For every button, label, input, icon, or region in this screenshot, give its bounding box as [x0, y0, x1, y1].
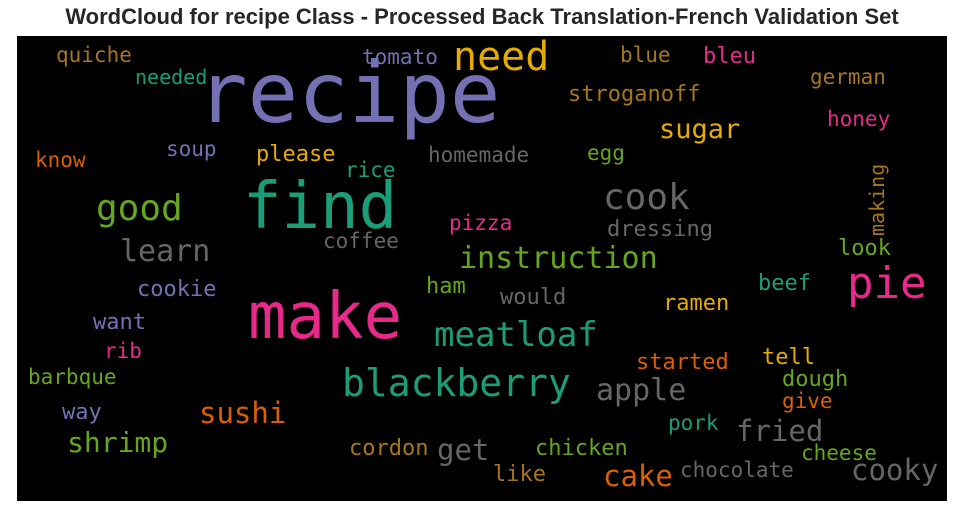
word-german: german: [810, 65, 886, 89]
word-dough: dough: [782, 367, 848, 392]
word-chocolate: chocolate: [680, 458, 794, 482]
word-coffee: coffee: [323, 229, 399, 253]
word-instruction: instruction: [459, 241, 658, 276]
word-sushi: sushi: [199, 396, 286, 430]
word-sugar: sugar: [659, 114, 740, 145]
word-blackberry: blackberry: [342, 361, 571, 405]
word-like: like: [493, 462, 546, 487]
word-egg: egg: [587, 141, 625, 165]
word-cook: cook: [603, 177, 690, 218]
word-apple: apple: [596, 373, 686, 408]
word-rice: rice: [345, 158, 396, 182]
word-get: get: [437, 433, 489, 467]
word-want: want: [93, 310, 146, 335]
word-chicken: chicken: [535, 436, 628, 461]
chart-title: WordCloud for recipe Class - Processed B…: [65, 4, 899, 29]
word-cookie: cookie: [137, 277, 216, 302]
word-beef: beef: [758, 271, 811, 296]
word-make: make: [248, 280, 402, 354]
word-ramen: ramen: [663, 291, 729, 316]
word-rib: rib: [104, 339, 142, 363]
word-soup: soup: [166, 137, 217, 161]
word-cake: cake: [603, 459, 673, 493]
word-recipe: recipe: [197, 44, 500, 142]
word-cordon: cordon: [349, 436, 428, 461]
word-cooky: cooky: [851, 453, 938, 487]
word-making: making: [865, 164, 889, 236]
word-tell: tell: [762, 345, 815, 370]
word-way: way: [62, 400, 102, 425]
word-give: give: [782, 389, 833, 413]
word-pie: pie: [847, 258, 926, 309]
word-learn: learn: [120, 234, 210, 269]
word-barbque: barbque: [28, 365, 117, 389]
word-pork: pork: [668, 411, 719, 435]
word-dressing: dressing: [607, 217, 713, 242]
word-fried: fried: [736, 414, 823, 448]
word-pizza: pizza: [449, 211, 512, 235]
word-cheese: cheese: [801, 441, 877, 465]
word-blue: blue: [620, 43, 671, 67]
word-tomato: tomato: [362, 45, 438, 69]
word-know: know: [35, 148, 86, 172]
word-started: started: [636, 350, 729, 375]
word-good: good: [96, 188, 183, 229]
word-stroganoff: stroganoff: [568, 82, 700, 107]
word-homemade: homemade: [428, 143, 529, 167]
word-would: would: [500, 285, 566, 310]
word-honey: honey: [827, 107, 890, 131]
wordcloud-canvas: [17, 36, 947, 501]
word-look: look: [838, 236, 891, 261]
word-please: please: [256, 142, 335, 167]
word-ham: ham: [426, 274, 466, 299]
word-shrimp: shrimp: [67, 426, 168, 459]
word-meatloaf: meatloaf: [434, 315, 598, 355]
word-quiche: quiche: [56, 43, 132, 67]
word-need: need: [453, 34, 549, 80]
word-find: find: [243, 170, 397, 244]
word-bleu: bleu: [703, 44, 756, 69]
word-needed: needed: [135, 65, 207, 89]
